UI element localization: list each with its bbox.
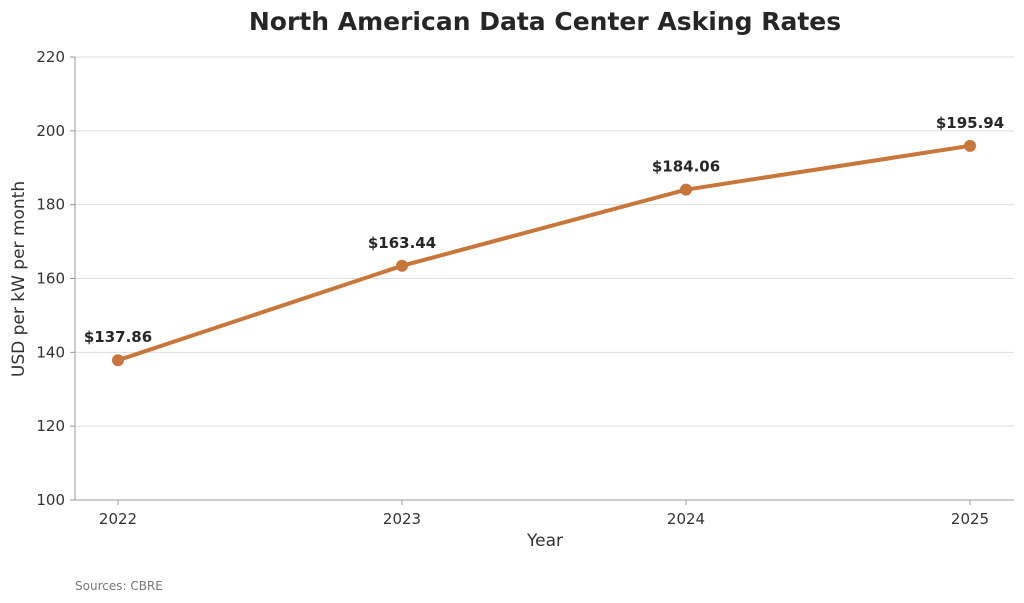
- y-tick-label: 220: [36, 48, 65, 66]
- data-label: $195.94: [936, 114, 1004, 132]
- x-axis-title: Year: [526, 531, 563, 551]
- data-point: [112, 354, 124, 367]
- chart-title: North American Data Center Asking Rates: [249, 7, 841, 36]
- y-tick-label: 120: [36, 417, 65, 435]
- series-area: [112, 139, 976, 367]
- data-point: [964, 139, 976, 152]
- y-tick-label: 180: [36, 196, 65, 214]
- x-tick-label: 2022: [99, 510, 137, 528]
- y-tick-label: 200: [36, 122, 65, 140]
- data-label: $137.86: [84, 328, 152, 346]
- series-line: [116, 143, 972, 363]
- y-tick-label: 140: [36, 343, 65, 361]
- source-note: Sources: CBRE: [75, 579, 163, 593]
- y-tick-label: 160: [36, 270, 65, 288]
- data-point: [396, 259, 408, 272]
- y-axis-title: USD per kW per month: [9, 181, 29, 377]
- data-labels: $137.86 $163.44 $184.06 $195.94: [84, 114, 1004, 346]
- data-label: $184.06: [652, 158, 720, 176]
- axes: 100 120 140 160 180 200 220 2022 2023 2024 2025: [36, 48, 1014, 528]
- y-tick-label: 100: [36, 491, 65, 509]
- x-tick-label: 2023: [383, 510, 421, 528]
- x-tick-label: 2025: [951, 510, 989, 528]
- x-tick-label: 2024: [667, 510, 705, 528]
- data-label: $163.44: [368, 234, 436, 252]
- grid-lines: [75, 56, 1014, 427]
- data-point: [680, 183, 692, 196]
